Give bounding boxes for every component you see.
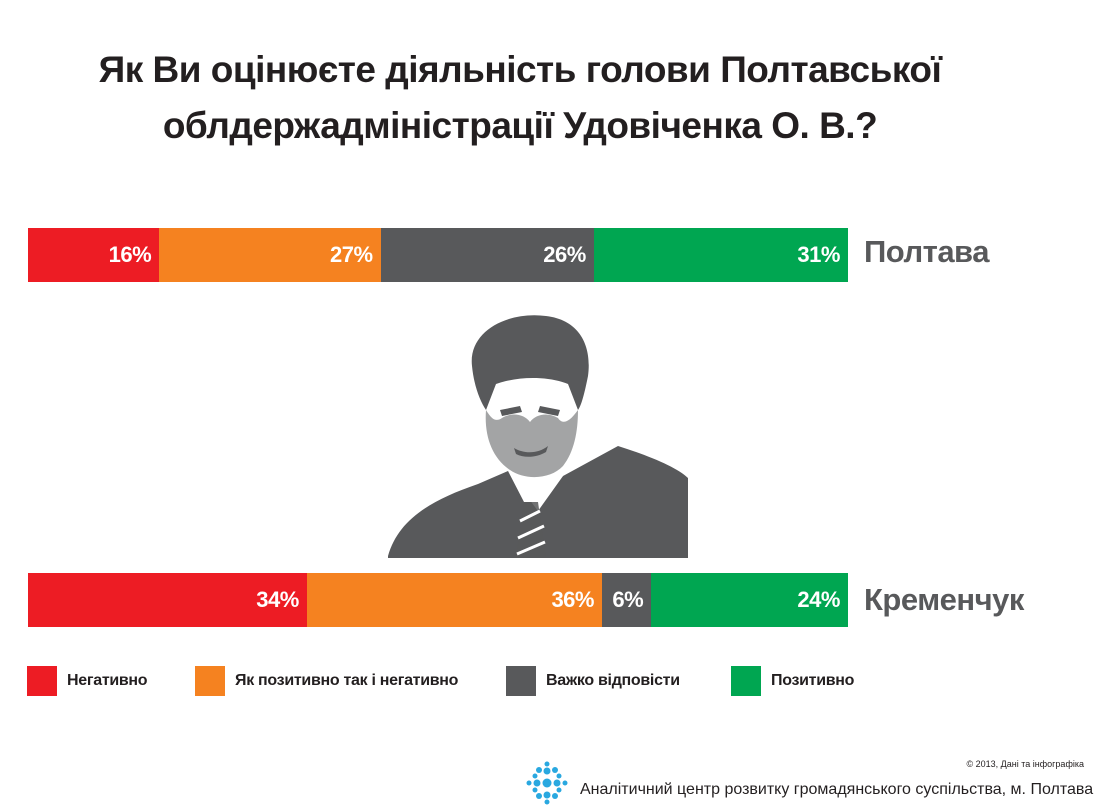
legend-swatch-negative (27, 666, 57, 696)
chart-title-line-1: Як Ви оцінюєте діяльність голови Полтавс… (98, 49, 942, 90)
bar-value-label: 26% (543, 242, 586, 267)
chart-title-line-2: облдержадміністрації Удовіченка О. В.? (162, 105, 878, 146)
legend-item-negative: Негативно (27, 666, 148, 696)
bar-segment-positive: 31% (593, 228, 848, 282)
bar-segment-hard-to-say: 26% (380, 228, 594, 282)
bar-value-label: 24% (797, 587, 840, 612)
city-label-kremenchuk: Кременчук (864, 582, 1024, 617)
bar-value-label: 36% (551, 587, 594, 612)
bar-value-label: 27% (330, 242, 373, 267)
bar-segment-positive: 24% (651, 573, 848, 627)
legend-item-positive: Позитивно (731, 666, 854, 696)
legend-swatch-mixed (195, 666, 225, 696)
portrait-silhouette-icon (388, 315, 688, 558)
bar-kremenchuk: 34% 36% 6% 24% (28, 573, 848, 627)
legend-item-hard-to-say: Важко відповісти (506, 666, 680, 696)
bar-segment-mixed: 27% (159, 228, 381, 282)
footer: Аналітичний центр розвитку громадянськог… (524, 760, 1093, 806)
footer-organization: Аналітичний центр розвитку громадянськог… (580, 781, 1094, 798)
legend-label-positive: Позитивно (771, 672, 855, 689)
bar-value-label: 16% (108, 242, 152, 267)
portrait-collar (508, 471, 563, 502)
legend-label-mixed: Як позитивно так і негативно (235, 672, 459, 689)
bar-segment-negative: 34% (28, 573, 307, 627)
legend-item-mixed: Як позитивно так і негативно (195, 666, 458, 696)
legend-swatch-positive (731, 666, 761, 696)
dots-logo-icon (526, 761, 568, 805)
portrait-tie-stripes (516, 509, 546, 556)
portrait-mouth (514, 446, 548, 457)
bar-value-label: 31% (797, 242, 840, 267)
city-label-poltava: Полтава (864, 234, 989, 269)
bar-segment-hard-to-say: 6% (601, 573, 652, 627)
chart-title: Як Ви оцінюєте діяльність голови Полтавс… (40, 42, 1000, 154)
bar-segment-negative: 16% (28, 228, 160, 282)
copyright-text: © 2013, Дані та інфографіка (966, 759, 1084, 769)
portrait-face (485, 410, 578, 478)
bar-segment-mixed: 36% (306, 573, 602, 627)
legend-swatch-hard-to-say (506, 666, 536, 696)
portrait-suit (388, 446, 688, 558)
portrait-eyes (500, 406, 560, 416)
bar-value-label: 6% (612, 587, 644, 612)
bar-poltava: 16% 27% 26% 31% (28, 228, 848, 282)
portrait-hair (471, 315, 589, 410)
bar-value-label: 34% (256, 587, 299, 612)
legend-label-negative: Негативно (67, 672, 148, 689)
legend-label-hard-to-say: Важко відповісти (546, 672, 680, 689)
